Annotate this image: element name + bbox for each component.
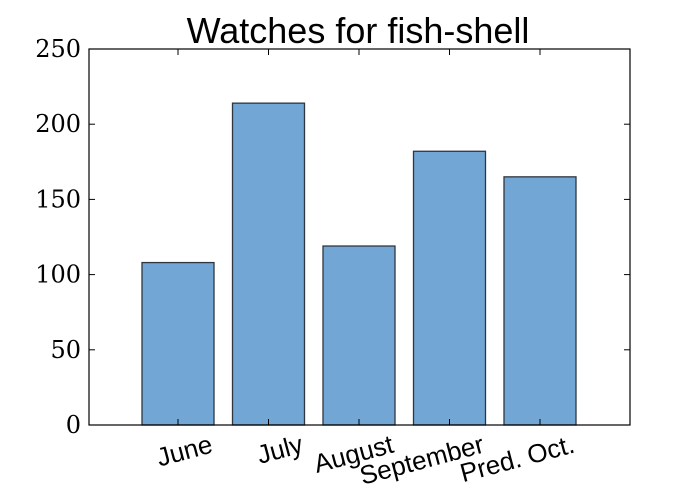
x-tick-label: July <box>254 429 306 470</box>
bar-july <box>231 102 306 426</box>
chart-title: Watches for fish-shell <box>187 10 530 51</box>
y-tick-label: 50 <box>50 336 81 364</box>
y-axis: 0 50 100 150 200 250 <box>35 35 630 439</box>
bar-september <box>412 150 487 426</box>
y-tick-label: 200 <box>35 110 81 138</box>
x-tick-label: June <box>153 429 215 473</box>
bar-august <box>322 245 396 426</box>
y-tick-label: 0 <box>66 411 81 439</box>
bar-june <box>141 261 215 426</box>
bars-group <box>141 102 577 426</box>
bar-pred-oct <box>503 176 577 426</box>
y-tick-label: 150 <box>35 185 81 213</box>
y-tick-label: 100 <box>35 261 81 289</box>
y-tick-label: 250 <box>35 35 81 63</box>
plot-frame <box>88 48 631 426</box>
